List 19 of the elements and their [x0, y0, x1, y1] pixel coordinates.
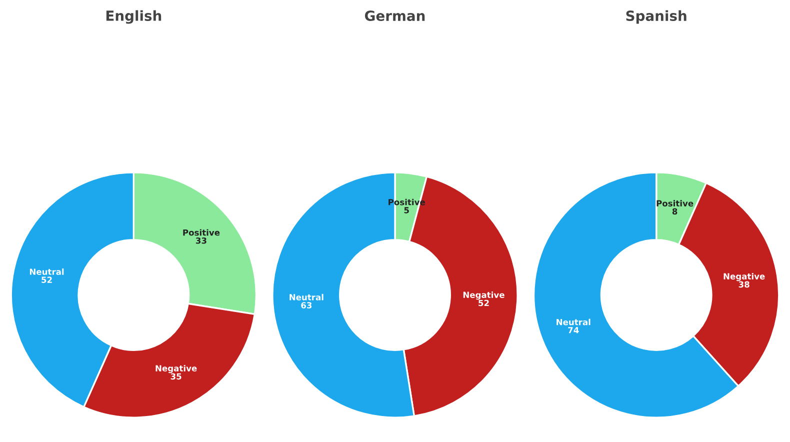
slice-label: Neutral [556, 318, 590, 326]
data-label: 52 [42, 276, 52, 283]
slice-label: Neutral [290, 294, 324, 300]
slice-label: Neutral [30, 268, 64, 275]
data-label: 63 [301, 302, 312, 308]
data-label: 38 [738, 281, 750, 288]
data-label: 35 [170, 373, 182, 380]
chart-title: English [106, 10, 162, 24]
data-label: 5 [404, 207, 409, 214]
chart-title: German [364, 10, 425, 22]
slice-label: Positive [183, 229, 220, 236]
slice-label: Negative [156, 364, 197, 374]
slice-label: Negative [724, 273, 765, 282]
data-label: 52 [478, 300, 489, 306]
data-label: 8 [672, 208, 678, 215]
data-label: 33 [196, 237, 206, 244]
data-label: 74 [568, 327, 579, 334]
chart-title: Spanish [626, 10, 686, 24]
slice-label: Negative [463, 292, 504, 300]
